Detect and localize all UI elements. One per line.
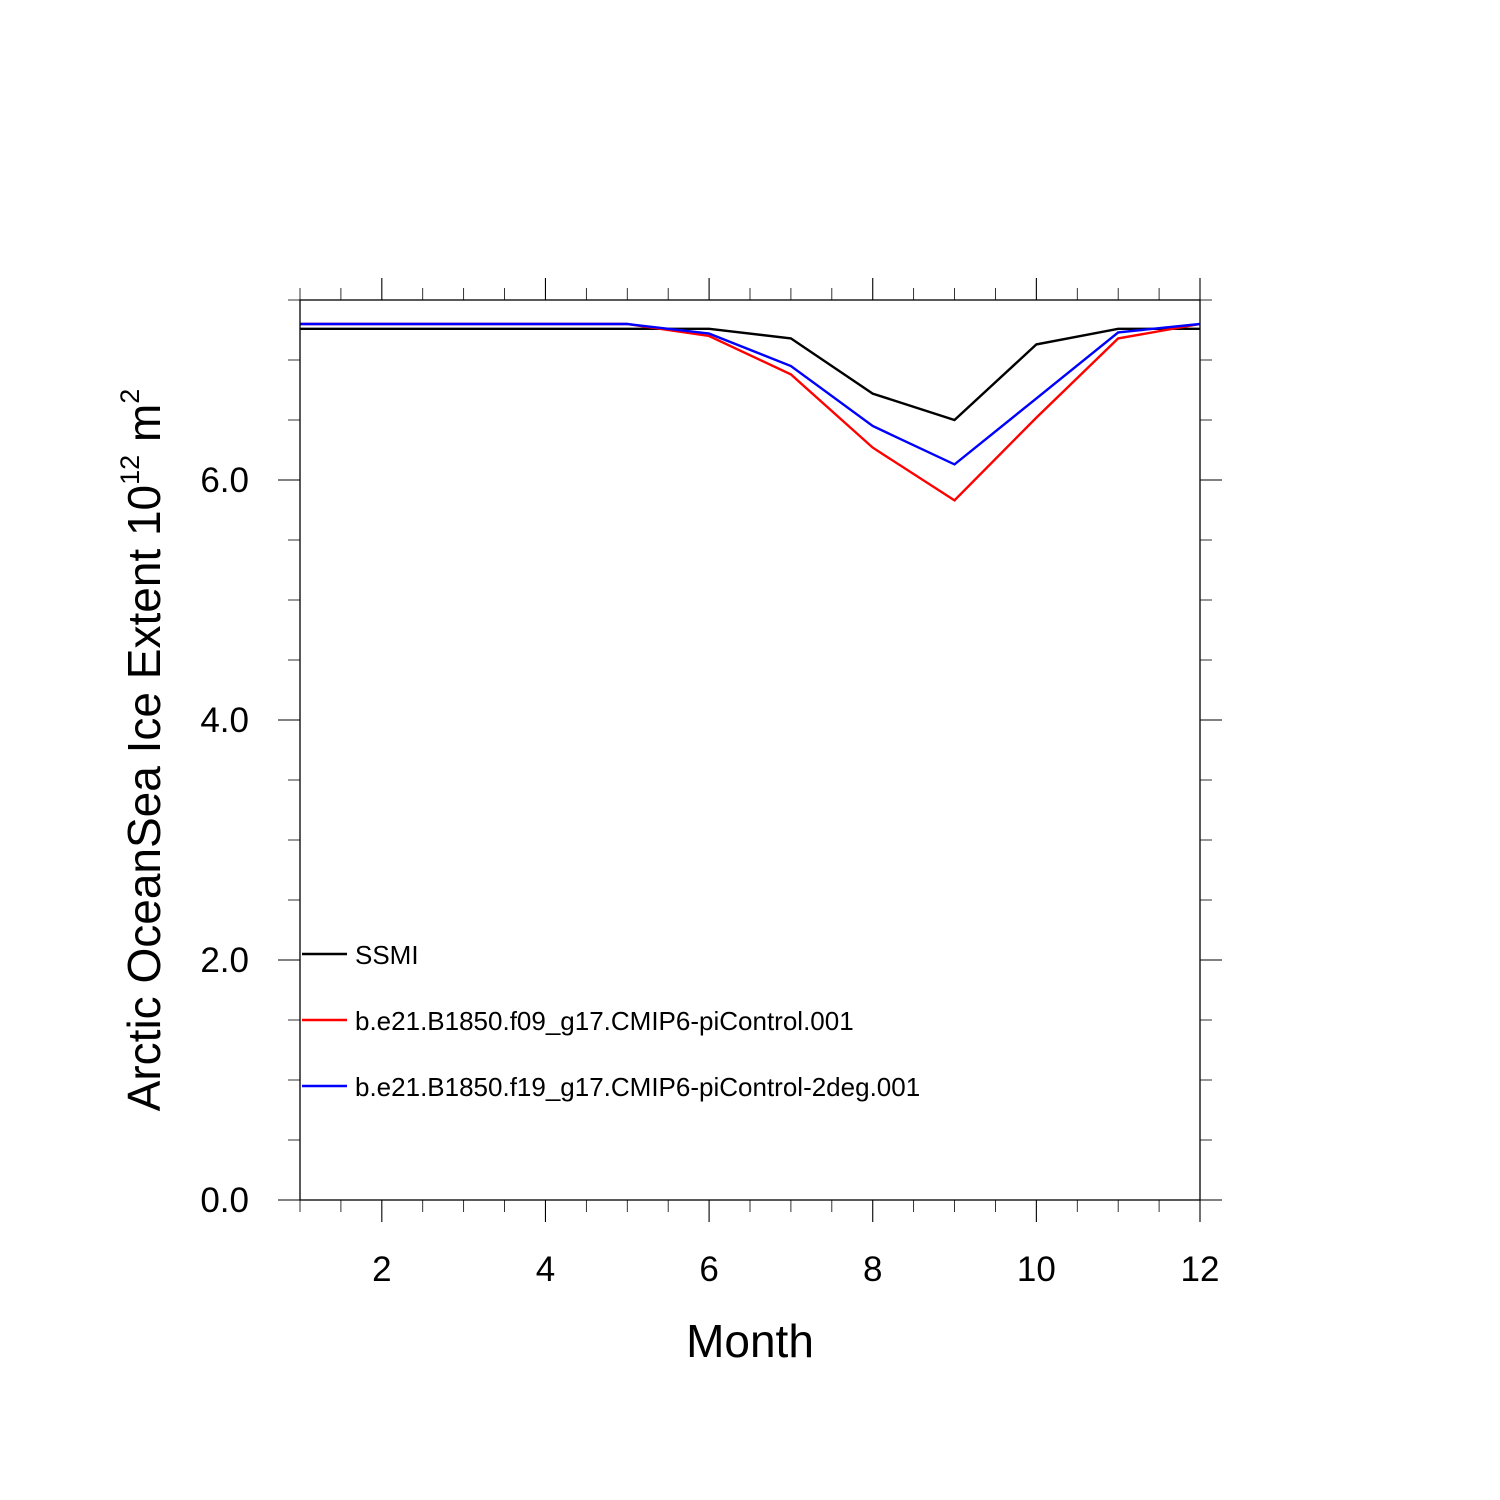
y-tick-label: 0.0 (200, 1181, 249, 1220)
y-axis-title-main: Arctic OceanSea Ice Extent 10 (118, 485, 170, 1111)
x-axis-title: Month (686, 1315, 814, 1367)
legend-label-3: b.e21.B1850.f19_g17.CMIP6-piControl-2deg… (355, 1072, 920, 1102)
tick-labels: 2 4 6 8 10 12 0.0 2.0 4.0 6.0 (200, 461, 1219, 1289)
y-tick-label: 4.0 (200, 701, 249, 740)
series-line-1 (300, 327, 1200, 422)
axis-ticks (278, 278, 1222, 1222)
y-tick-label: 2.0 (200, 941, 249, 980)
legend: SSMI b.e21.B1850.f09_g17.CMIP6-piControl.… (302, 940, 920, 1102)
y-axis-title-exponent: 12 (115, 455, 145, 485)
series-line-3 (300, 322, 1201, 466)
x-tick-label: 12 (1181, 1250, 1220, 1289)
x-tick-label: 4 (536, 1250, 555, 1289)
y-axis-title-unit-exponent: 2 (115, 389, 145, 404)
y-tick-label: 6.0 (200, 461, 249, 500)
legend-label-2: b.e21.B1850.f09_g17.CMIP6-piControl.001 (355, 1006, 854, 1036)
y-axis-title: Arctic OceanSea Ice Extent 1012 m2 (115, 389, 170, 1112)
x-tick-label: 6 (699, 1250, 718, 1289)
x-tick-label: 2 (372, 1250, 391, 1289)
x-tick-label: 8 (863, 1250, 882, 1289)
series-lines (300, 322, 1201, 502)
x-tick-label: 10 (1017, 1250, 1056, 1289)
legend-label-1: SSMI (355, 940, 419, 970)
y-axis-title-unit: m (118, 404, 170, 455)
plot-frame (299, 299, 1201, 1201)
